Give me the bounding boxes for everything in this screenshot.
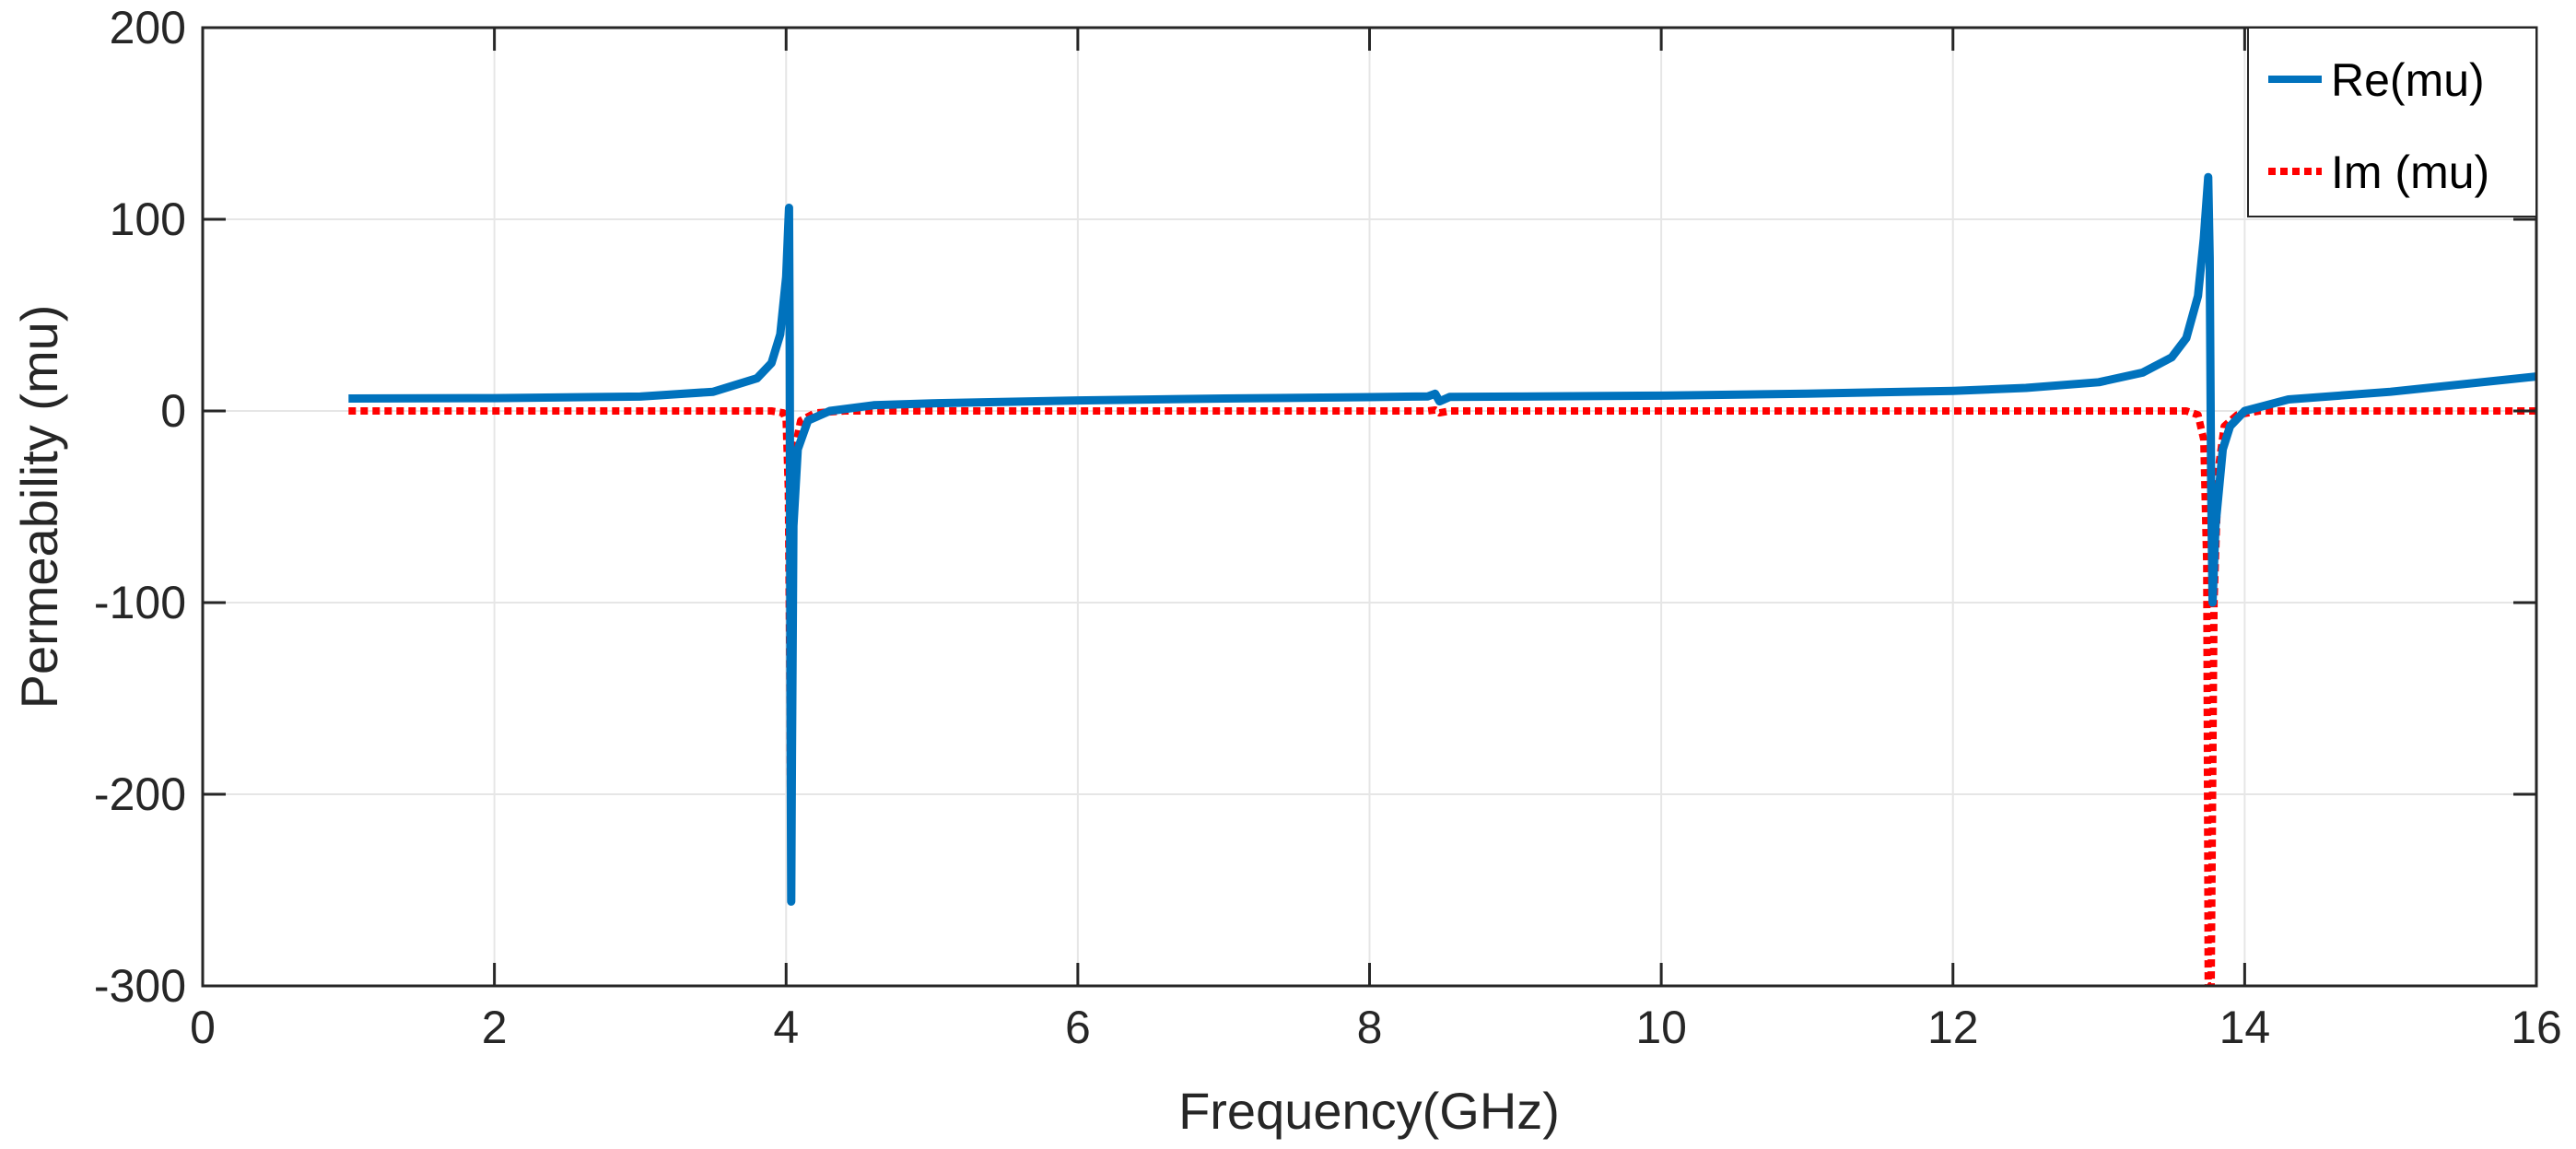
legend-box (2247, 27, 2537, 217)
y-tick-label: 0 (160, 385, 186, 437)
y-axis-label: Permeability (mu) (10, 305, 68, 709)
x-axis-label: Frequency(GHz) (1178, 1082, 1560, 1140)
y-tick-labels: 200 100 0 -100 -200 -300 (94, 2, 186, 1012)
x-tick-label: 2 (482, 1002, 508, 1053)
x-tick-label: 8 (1357, 1002, 1383, 1053)
y-tick-label: -200 (94, 768, 186, 820)
x-tick-label: 10 (1635, 1002, 1687, 1053)
legend: Re(mu) Im (mu) (2247, 27, 2537, 217)
y-tick-label: 100 (110, 193, 186, 245)
x-tick-label: 12 (1927, 1002, 1979, 1053)
y-tick-label: -300 (94, 960, 186, 1012)
x-tick-label: 4 (773, 1002, 799, 1053)
series-layer (348, 172, 2536, 986)
x-tick-label: 6 (1065, 1002, 1091, 1053)
x-tick-label: 16 (2511, 1002, 2562, 1053)
x-tick-label: 14 (2219, 1002, 2271, 1053)
legend-label-re-mu: Re(mu) (2331, 54, 2485, 106)
y-tick-label: -100 (94, 577, 186, 628)
x-tick-label: 0 (190, 1002, 216, 1053)
y-tick-label: 200 (110, 2, 186, 53)
re-mu-line (348, 172, 2536, 906)
legend-label-im-mu: Im (mu) (2331, 147, 2489, 198)
x-tick-labels: 0 2 4 6 8 10 12 14 16 (190, 1002, 2562, 1053)
